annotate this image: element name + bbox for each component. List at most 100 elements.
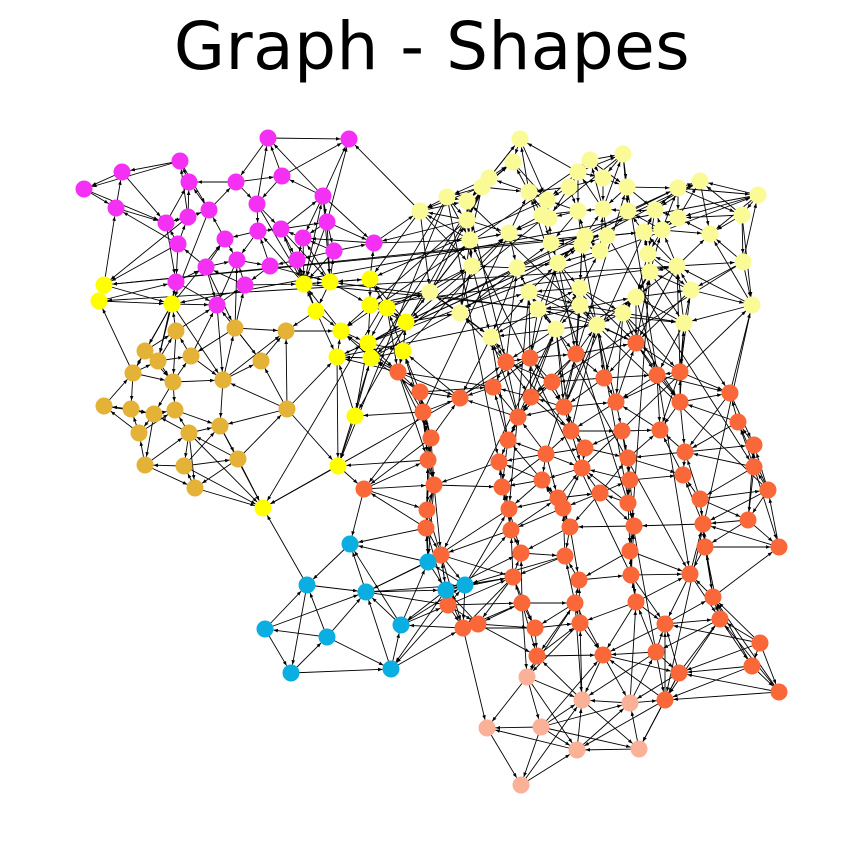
graph-node-pale-yellow: [635, 223, 653, 241]
graph-node-magenta: [167, 273, 185, 291]
graph-node-pale-yellow: [669, 179, 687, 197]
graph-edge: [520, 754, 571, 786]
graph-node-sky-blue: [456, 576, 474, 594]
graph-node-pale-yellow: [538, 191, 556, 209]
graph-edge: [687, 673, 780, 693]
graph-node-yellow: [361, 296, 379, 314]
graph-node-yellow: [361, 270, 379, 288]
graph-node-orange-red: [418, 501, 436, 519]
graph-node-orange-red: [500, 500, 518, 518]
graph-node-gold: [226, 319, 244, 337]
graph-node-gold: [95, 397, 113, 415]
graph-edge: [678, 625, 716, 674]
graph-node-orange-red: [556, 547, 574, 565]
graph-node-pale-yellow: [749, 186, 767, 204]
graph-node-pale-yellow: [547, 320, 565, 338]
graph-edge: [402, 239, 504, 352]
graph-edge: [712, 551, 773, 598]
graph-node-salmon: [478, 719, 496, 737]
graph-node-orange-red: [454, 619, 472, 637]
graph-node-magenta: [107, 199, 125, 217]
graph-edge: [322, 146, 346, 197]
graph-node-orange-red: [739, 511, 757, 529]
graph-node-pale-yellow: [571, 279, 589, 297]
graph-node-pale-yellow: [421, 283, 439, 301]
graph-edge: [635, 280, 650, 344]
graph-edge: [363, 488, 420, 508]
graph-node-orange-red: [647, 643, 665, 661]
graph-node-gold: [214, 371, 232, 389]
graph-node-orange-red: [670, 664, 688, 682]
graph-node-pale-yellow: [569, 163, 587, 181]
graph-edge: [446, 196, 499, 454]
graph-node-pale-yellow: [482, 328, 500, 346]
graph-node-orange-red: [522, 388, 540, 406]
graph-edge: [606, 235, 750, 461]
graph-node-gold: [175, 457, 193, 475]
graph-edge: [555, 328, 687, 567]
graph-node-pale-yellow: [734, 253, 752, 271]
graph-node-gold: [277, 322, 295, 340]
graph-edge: [673, 691, 780, 701]
graph-edge: [290, 667, 383, 674]
graph-edge: [587, 601, 637, 621]
graph-edge: [264, 590, 302, 630]
graph-node-magenta: [200, 201, 218, 219]
graph-node-orange-red: [704, 588, 722, 606]
graph-edge: [493, 344, 519, 418]
graph-node-orange-red: [497, 353, 515, 371]
graph-edge: [558, 261, 744, 378]
graph-node-magenta: [208, 296, 226, 314]
graph-node-orange-red: [567, 345, 585, 363]
graph-node-magenta: [113, 163, 131, 181]
graph-node-magenta: [249, 222, 267, 240]
graph-node-orange-red: [439, 596, 457, 614]
graph-node-orange-red: [432, 546, 450, 564]
graph-node-orange-red: [671, 363, 689, 381]
graph-node-pale-yellow: [458, 211, 476, 229]
graph-edge: [466, 200, 505, 354]
graph-edge: [605, 312, 624, 370]
graph-edge: [707, 466, 755, 496]
graph-edge: [663, 618, 721, 649]
graph-edge: [447, 579, 506, 606]
graph-edge: [742, 203, 757, 263]
graph-edge: [468, 576, 514, 623]
graph-edge: [689, 392, 731, 446]
graph-edge: [107, 265, 678, 303]
graph-edge: [400, 569, 426, 626]
graph-node-pale-yellow: [542, 234, 560, 252]
graph-node-orange-red: [493, 478, 511, 496]
graph-edge: [555, 328, 565, 399]
graph-edge: [171, 245, 220, 305]
graph-edge: [690, 289, 744, 304]
graph-node-pale-yellow: [743, 296, 761, 314]
graph-node-magenta: [179, 208, 197, 226]
graph-edge: [684, 269, 753, 306]
graph-edge: [406, 372, 494, 388]
graph-node-orange-red: [502, 521, 520, 539]
graph-node-orange-red: [570, 571, 588, 589]
graph-node-orange-red: [656, 615, 674, 633]
graph-edge: [462, 627, 486, 720]
graph-node-orange-red: [625, 517, 643, 535]
graph-edge: [692, 304, 753, 322]
graph-edge: [584, 699, 666, 747]
graph-edge: [358, 545, 429, 563]
graph-edge: [390, 631, 456, 670]
graph-node-magenta: [171, 152, 189, 170]
graph-node-orange-red: [694, 515, 712, 533]
graph-node-yellow: [254, 499, 272, 517]
graph-node-pale-yellow: [619, 202, 637, 220]
graph-edge: [308, 290, 342, 332]
graph-edge: [711, 526, 780, 548]
graph-node-pale-yellow: [682, 281, 700, 299]
graph-edge: [303, 204, 323, 285]
graph-node-magenta: [75, 180, 93, 198]
graph-edge: [467, 400, 519, 418]
graph-edge: [447, 601, 514, 606]
graph-node-pale-yellow: [571, 296, 589, 314]
graph-edge: [615, 312, 624, 394]
graph-node-orange-red: [751, 634, 769, 652]
graph-edge: [486, 727, 518, 778]
